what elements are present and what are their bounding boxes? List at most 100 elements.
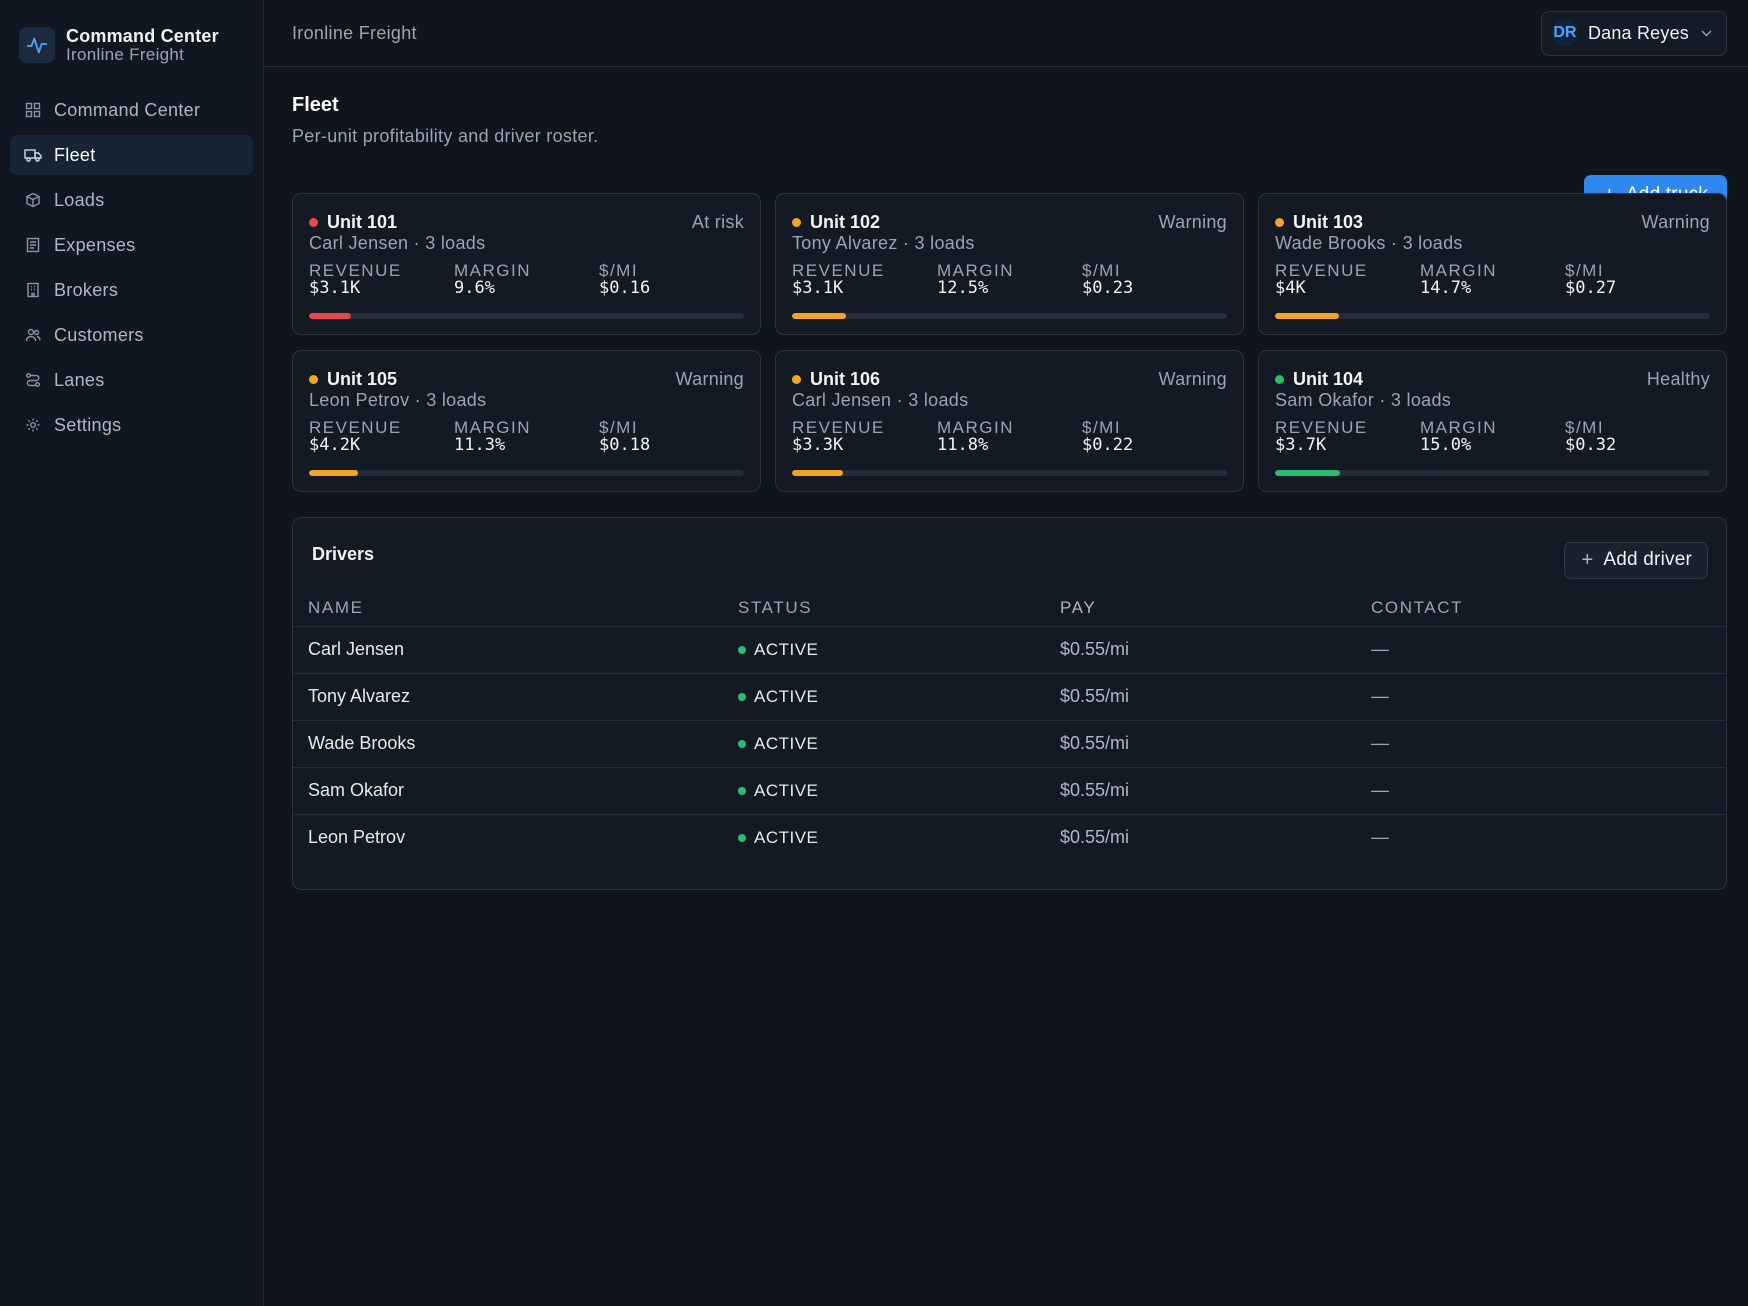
- per-mile-value: $0.16: [599, 278, 651, 298]
- table-row[interactable]: Leon Petrov ACTIVE $0.55/mi —: [293, 814, 1726, 861]
- per-mile-label: $/MI: [599, 261, 639, 280]
- margin-progress-bar: [309, 313, 744, 319]
- driver-status-cell: ACTIVE: [738, 720, 1060, 768]
- driver-name: Sam Okafor: [293, 767, 738, 815]
- per-mile-label: $/MI: [1082, 418, 1122, 437]
- building-icon: [24, 281, 42, 299]
- revenue-label: REVENUE: [309, 261, 402, 280]
- status-badge: ACTIVE: [738, 781, 1060, 801]
- driver-name: Tony Alvarez: [293, 673, 738, 721]
- margin-progress-bar: [309, 470, 744, 476]
- sidebar-item-expenses[interactable]: Expenses: [10, 225, 253, 265]
- sidebar-item-label: Customers: [54, 324, 144, 345]
- gear-icon: [24, 416, 42, 434]
- table-row[interactable]: Wade Brooks ACTIVE $0.55/mi —: [293, 720, 1726, 768]
- column-header-status[interactable]: STATUS: [738, 590, 1060, 627]
- org-title: Ironline Freight: [292, 22, 417, 43]
- unit-driver: Wade Brooks · 3 loads: [1275, 233, 1463, 253]
- brand-title: Command Center: [66, 26, 219, 46]
- revenue-label: REVENUE: [792, 418, 885, 437]
- unit-metrics: REVENUE $3.7K MARGIN 15.0% $/MI $0.32: [1275, 419, 1710, 455]
- unit-driver: Leon Petrov · 3 loads: [309, 390, 487, 410]
- status-dot: [1275, 374, 1284, 384]
- sidebar-item-lanes[interactable]: Lanes: [10, 360, 253, 400]
- unit-name: Unit 106: [810, 368, 881, 389]
- brand: Command Center Ironline Freight: [10, 0, 253, 90]
- status-dot: [1275, 217, 1284, 227]
- revenue-value: $3.1K: [792, 278, 844, 298]
- column-header-pay[interactable]: PAY: [1060, 590, 1371, 627]
- unit-card[interactable]: Unit 104 Healthy Sam Okafor · 3 loads RE…: [1258, 350, 1727, 492]
- status-dot: [792, 217, 801, 227]
- unit-name: Unit 103: [1293, 211, 1364, 232]
- unit-metrics: REVENUE $4.2K MARGIN 11.3% $/MI $0.18: [309, 419, 744, 455]
- package-icon: [24, 191, 42, 209]
- user-menu-button[interactable]: DR Dana Reyes: [1540, 10, 1727, 56]
- unit-metrics: REVENUE $3.1K MARGIN 12.5% $/MI $0.23: [792, 262, 1227, 298]
- table-row[interactable]: Tony Alvarez ACTIVE $0.55/mi —: [293, 673, 1726, 721]
- status-text: ACTIVE: [754, 686, 819, 706]
- status-badge: ACTIVE: [738, 687, 1060, 707]
- margin-value: 14.7%: [1420, 278, 1472, 298]
- revenue-label: REVENUE: [309, 418, 402, 437]
- sidebar-item-brokers[interactable]: Brokers: [10, 270, 253, 310]
- sidebar-item-command-center[interactable]: Command Center: [10, 90, 253, 130]
- status-text: ACTIVE: [754, 639, 819, 659]
- driver-pay: $0.55/mi: [1060, 626, 1371, 674]
- truck-icon: [24, 146, 42, 164]
- margin-progress-bar: [792, 470, 1227, 476]
- dashboard-grid-icon: [24, 101, 42, 119]
- sidebar-item-loads[interactable]: Loads: [10, 180, 253, 220]
- status-badge: ACTIVE: [738, 640, 1060, 660]
- unit-card[interactable]: Unit 103 Warning Wade Brooks · 3 loads R…: [1258, 193, 1727, 335]
- sidebar-item-settings[interactable]: Settings: [10, 405, 253, 445]
- margin-progress-bar: [1275, 313, 1710, 319]
- unit-status: Warning: [1641, 211, 1710, 232]
- page-header: Fleet Per-unit profitability and driver …: [292, 94, 1727, 215]
- status-dot: [738, 645, 746, 654]
- unit-status: Warning: [1158, 211, 1227, 232]
- unit-card[interactable]: Unit 102 Warning Tony Alvarez · 3 loads …: [775, 193, 1244, 335]
- status-dot: [738, 833, 746, 842]
- margin-progress-bar: [792, 313, 1227, 319]
- column-header-name[interactable]: NAME: [293, 590, 738, 627]
- driver-status-cell: ACTIVE: [738, 626, 1060, 674]
- unit-driver: Carl Jensen · 3 loads: [309, 233, 486, 253]
- sidebar-item-label: Settings: [54, 414, 122, 435]
- unit-card[interactable]: Unit 101 At risk Carl Jensen · 3 loads R…: [292, 193, 761, 335]
- unit-card[interactable]: Unit 105 Warning Leon Petrov · 3 loads R…: [292, 350, 761, 492]
- page-title: Fleet: [292, 94, 339, 116]
- status-dot: [792, 374, 801, 384]
- users-icon: [24, 326, 42, 344]
- column-header-contact[interactable]: CONTACT: [1371, 590, 1726, 627]
- drivers-panel: Drivers + Add driver NAME STATUS PAY CON…: [292, 517, 1727, 890]
- driver-contact: —: [1371, 827, 1389, 848]
- margin-progress-bar: [1275, 470, 1710, 476]
- add-driver-button[interactable]: + Add driver: [1563, 541, 1708, 579]
- margin-progress-fill: [1275, 470, 1341, 476]
- driver-pay: $0.55/mi: [1060, 767, 1371, 815]
- unit-status: Warning: [1158, 368, 1227, 389]
- revenue-value: $3.7K: [1275, 435, 1327, 455]
- add-driver-label: Add driver: [1603, 549, 1692, 570]
- status-badge: ACTIVE: [738, 828, 1060, 848]
- sidebar-item-label: Fleet: [54, 144, 96, 165]
- chevron-down-icon: [1701, 24, 1712, 42]
- sidebar-item-fleet[interactable]: Fleet: [10, 135, 253, 175]
- status-text: ACTIVE: [754, 733, 819, 753]
- status-badge: ACTIVE: [738, 734, 1060, 754]
- status-dot: [738, 692, 746, 701]
- user-name: Dana Reyes: [1587, 22, 1689, 43]
- plus-icon: +: [1581, 549, 1594, 571]
- sidebar-item-label: Lanes: [54, 369, 105, 390]
- unit-metrics: REVENUE $3.1K MARGIN 9.6% $/MI $0.16: [309, 262, 744, 298]
- unit-name: Unit 104: [1293, 368, 1364, 389]
- sidebar-item-customers[interactable]: Customers: [10, 315, 253, 355]
- margin-progress-fill: [309, 313, 351, 319]
- revenue-label: REVENUE: [792, 261, 885, 280]
- per-mile-label: $/MI: [599, 418, 639, 437]
- table-row[interactable]: Sam Okafor ACTIVE $0.55/mi —: [293, 767, 1726, 815]
- driver-contact: —: [1371, 673, 1726, 721]
- table-row[interactable]: Carl Jensen ACTIVE $0.55/mi —: [293, 626, 1726, 674]
- unit-card[interactable]: Unit 106 Warning Carl Jensen · 3 loads R…: [775, 350, 1244, 492]
